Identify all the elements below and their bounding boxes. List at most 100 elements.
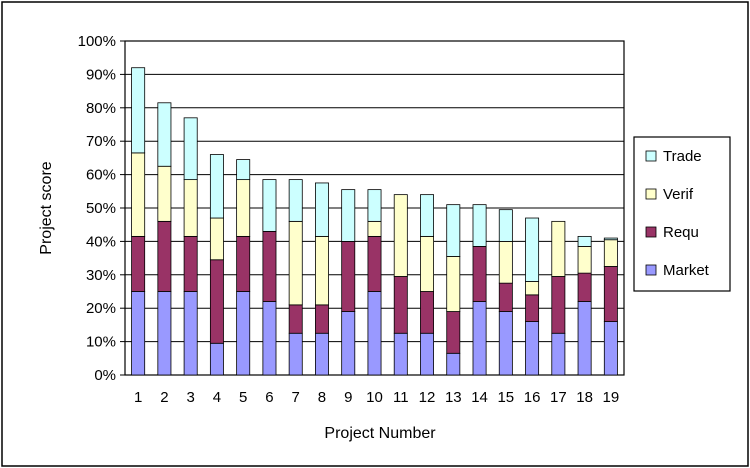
- x-tick-label: 1: [134, 389, 142, 406]
- x-tick-label: 18: [576, 389, 593, 406]
- x-tick-label: 3: [186, 389, 194, 406]
- bar-segment-trade-4: [209, 154, 224, 219]
- bar-segment-market-3: [183, 291, 198, 376]
- bar-segment-requ-7: [288, 304, 303, 334]
- bar-segment-market-6: [262, 301, 277, 376]
- bar-segment-verif-1: [131, 152, 146, 237]
- bar-segment-market-11: [393, 332, 408, 376]
- bar-segment-market-13: [446, 352, 461, 376]
- bar-segment-requ-4: [209, 259, 224, 344]
- y-tick-label: 30%: [86, 267, 116, 284]
- bar-segment-trade-16: [525, 217, 540, 282]
- y-tick-label: 100%: [78, 33, 116, 50]
- x-tick-label: 14: [471, 389, 488, 406]
- bar-segment-verif-15: [498, 240, 513, 284]
- bar-segment-requ-16: [525, 294, 540, 322]
- x-tick-label: 13: [445, 389, 462, 406]
- bar-segment-trade-15: [498, 209, 513, 242]
- bar-segment-trade-12: [420, 194, 434, 237]
- bar-segment-market-19: [603, 321, 618, 376]
- bar-segment-trade-8: [315, 182, 329, 237]
- bar-segment-market-17: [551, 332, 566, 376]
- x-axis-ticks: 1 2 3 4 5 6 7 8 9 10 11 12 13 14 15 16 17 18 19: [134, 389, 619, 406]
- bar-segment-requ-5: [236, 235, 251, 292]
- bar-segment-market-14: [472, 301, 487, 376]
- y-tick-label: 20%: [86, 300, 116, 317]
- y-tick-label: 10%: [86, 334, 116, 351]
- y-tick-label: 80%: [86, 100, 116, 117]
- x-tick-label: 5: [239, 389, 247, 406]
- bar-segment-verif-18: [577, 246, 592, 274]
- bar-segment-verif-12: [420, 235, 434, 292]
- bar-segment-market-18: [577, 301, 592, 376]
- x-tick-label: 8: [318, 389, 326, 406]
- bar-segment-verif-4: [209, 217, 224, 261]
- bar-segment-verif-5: [236, 179, 251, 237]
- bar-segment-requ-14: [472, 246, 487, 302]
- bar-segment-requ-2: [157, 220, 172, 292]
- bar-segment-trade-13: [446, 204, 461, 257]
- bar-segment-requ-17: [551, 276, 566, 334]
- legend-swatch-trade: [645, 150, 657, 162]
- x-tick-label: 11: [393, 389, 409, 406]
- bar-segment-verif-7: [288, 220, 303, 306]
- bar-segment-market-5: [236, 291, 251, 376]
- bar-segment-trade-1: [131, 67, 146, 154]
- x-tick-label: 10: [366, 389, 383, 406]
- bar-segment-requ-9: [341, 240, 356, 312]
- bar-segment-verif-10: [367, 220, 382, 237]
- bar-segment-market-15: [498, 311, 513, 376]
- x-tick-label: 4: [213, 389, 221, 406]
- x-tick-label: 2: [160, 389, 168, 406]
- y-tick-label: 60%: [86, 167, 116, 184]
- legend-label-trade: Trade: [663, 148, 702, 165]
- bar-segment-requ-13: [446, 311, 461, 354]
- bar-segment-requ-8: [315, 304, 329, 334]
- bar-segment-market-4: [209, 342, 224, 376]
- bar-segment-requ-15: [498, 282, 513, 312]
- x-tick-label: 17: [550, 389, 567, 406]
- x-tick-label: 16: [524, 389, 541, 406]
- bar-segment-requ-12: [420, 291, 434, 334]
- bar-segment-trade-19: [603, 237, 618, 241]
- legend-label-requ: Requ: [663, 224, 699, 241]
- bar-segment-requ-6: [262, 230, 277, 302]
- bar-segment-trade-6: [262, 179, 277, 232]
- legend: Trade Verif Requ Market: [633, 136, 731, 292]
- x-tick-label: 19: [603, 389, 620, 406]
- bar-segment-requ-10: [367, 235, 382, 292]
- x-tick-label: 12: [419, 389, 436, 406]
- bar-segment-trade-9: [341, 189, 356, 242]
- bar-segment-trade-3: [183, 117, 198, 181]
- bar-segment-trade-2: [157, 102, 172, 167]
- bar-segment-verif-3: [183, 179, 198, 237]
- bar-segment-verif-17: [551, 220, 566, 277]
- y-tick-label: 50%: [86, 200, 116, 217]
- bar-segment-requ-1: [131, 235, 146, 292]
- legend-swatch-market: [645, 264, 657, 276]
- legend-swatch-requ: [645, 226, 657, 238]
- bar-segment-trade-7: [288, 179, 303, 222]
- bar-segment-requ-18: [577, 272, 592, 302]
- x-tick-label: 9: [344, 389, 352, 406]
- bar-segment-market-16: [525, 321, 540, 376]
- legend-label-market: Market: [663, 262, 710, 279]
- y-axis-title: Project score: [38, 161, 55, 254]
- bar-segment-requ-11: [393, 276, 408, 334]
- bars: [131, 67, 618, 376]
- bar-segment-market-1: [131, 291, 146, 376]
- bar-segment-market-12: [420, 332, 434, 376]
- bar-segment-trade-5: [236, 159, 251, 181]
- bar-segment-requ-3: [183, 235, 198, 292]
- bar-segment-requ-19: [603, 266, 618, 322]
- x-tick-label: 6: [265, 389, 273, 406]
- y-tick-label: 70%: [86, 133, 116, 150]
- bar-segment-market-2: [157, 291, 172, 376]
- bar-segment-market-10: [367, 291, 382, 376]
- bar-segment-market-8: [315, 332, 329, 376]
- bar-segment-verif-8: [315, 235, 329, 306]
- y-axis-ticks: 0% 10% 20% 30% 40% 50% 60% 70% 80% 90% 100%: [78, 33, 125, 384]
- y-tick-label: 0%: [94, 367, 116, 384]
- bar-segment-market-9: [341, 311, 356, 376]
